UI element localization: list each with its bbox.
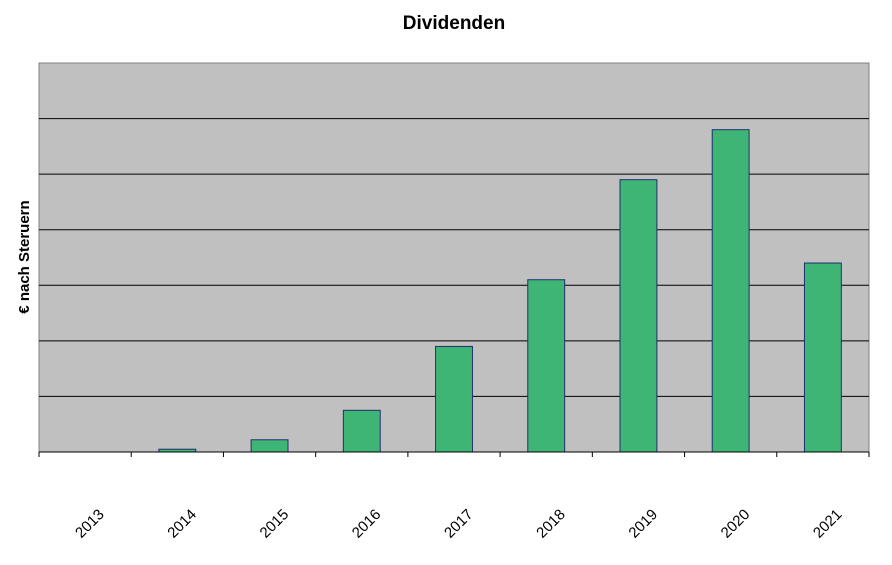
bar-2018: [527, 279, 566, 453]
bar-2021: [803, 262, 842, 453]
x-tick-label-2021: 2021: [810, 506, 846, 542]
bar-2016: [342, 409, 381, 453]
x-tick-label-2017: 2017: [441, 506, 477, 542]
chart-title: Dividenden: [403, 13, 505, 34]
x-tick-labels: 2013 2014 2015 2016 2017 2018 2019 2020 2021: [72, 506, 845, 542]
y-axis-label: € nach Steruern: [16, 200, 33, 313]
x-ticks: [38, 452, 870, 457]
bar-2017: [435, 345, 473, 453]
bar-2019: [619, 179, 658, 453]
x-tick-label-2016: 2016: [349, 506, 385, 542]
bar-2020: [711, 129, 750, 453]
x-tick-label-2020: 2020: [718, 506, 754, 542]
x-tick-label-2014: 2014: [164, 506, 200, 542]
x-tick-label-2018: 2018: [533, 506, 569, 542]
x-tick-label-2013: 2013: [72, 506, 108, 542]
bar-2015: [250, 439, 289, 453]
x-tick-label-2019: 2019: [625, 506, 661, 542]
x-tick-label-2015: 2015: [257, 506, 293, 542]
bars: [158, 129, 842, 453]
